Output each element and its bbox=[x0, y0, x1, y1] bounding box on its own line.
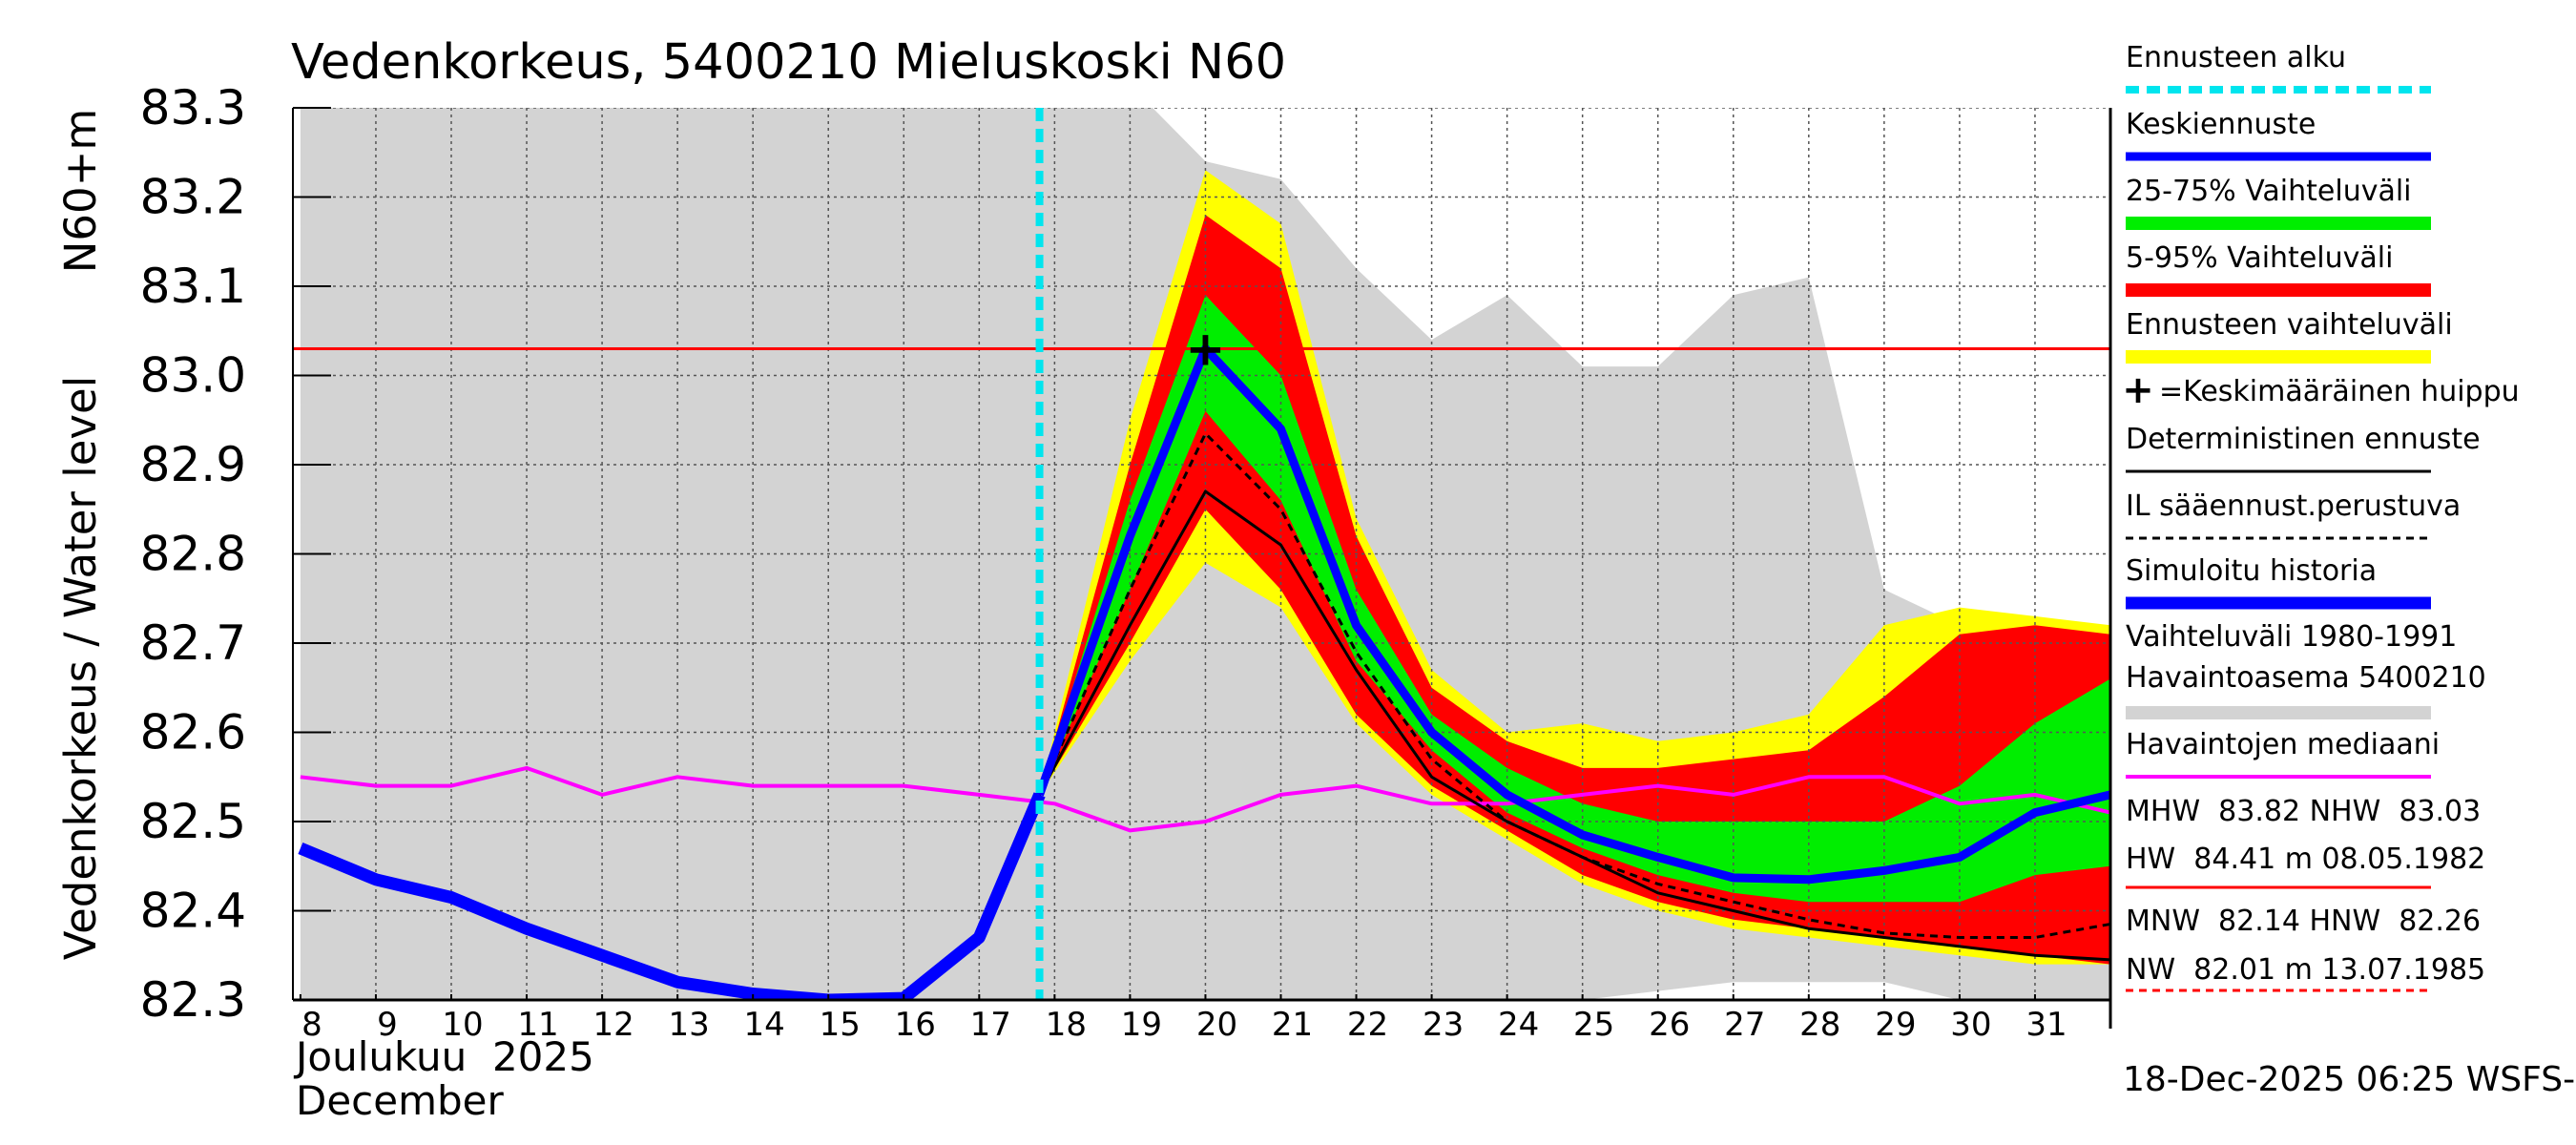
series-keskiennuste bbox=[1035, 344, 2110, 885]
x-tick-label: 14 bbox=[744, 1006, 785, 1044]
series-il-s-ennust-perustuva bbox=[1038, 431, 2110, 939]
series-simuloitu-historia bbox=[298, 792, 1046, 1000]
x-tick-label: 25 bbox=[1573, 1006, 1614, 1044]
x-tick-label: 12 bbox=[592, 1006, 634, 1044]
y-tick-label: 83.3 bbox=[140, 80, 246, 135]
x-tick-label: 28 bbox=[1799, 1006, 1840, 1044]
x-tick-label: 13 bbox=[668, 1006, 709, 1044]
x-tick-label: 20 bbox=[1196, 1006, 1237, 1044]
y-tick-label: 83.1 bbox=[140, 259, 246, 314]
legend-label: 25-75% Vaihteluväli bbox=[2126, 175, 2412, 208]
legend-label: Ennusteen vaihteluväli bbox=[2126, 308, 2453, 342]
legend-label: IL sääennust.perustuva bbox=[2126, 489, 2461, 523]
month-label-en: December bbox=[296, 1077, 505, 1124]
y-tick-label: 83.2 bbox=[140, 170, 246, 225]
axes: 83.3 83.2 83.1 83.0 82.9 82.8 82.7 82.6 82.5 82.4… bbox=[140, 80, 2112, 1044]
chart-title: Vedenkorkeus, 5400210 Mieluskoski N60 bbox=[291, 34, 1286, 91]
timestamp-footer: 18-Dec-2025 06:25 WSFS-O bbox=[2123, 1060, 2576, 1099]
legend-peak-symbol: + bbox=[2122, 368, 2154, 412]
y-tick-label: 82.5 bbox=[140, 794, 246, 849]
legend: Ennusteen alku Keskiennuste 25-75% Vaihtel… bbox=[2122, 41, 2520, 992]
band-25-75 bbox=[1039, 295, 2110, 903]
legend-stat: NW 82.01 m 13.07.1985 bbox=[2126, 953, 2485, 987]
y-axis-label: Vedenkorkeus / Water level bbox=[55, 376, 106, 960]
peak-marker: + bbox=[1185, 321, 1225, 376]
y-tick-label: 82.3 bbox=[140, 972, 246, 1028]
y-tick-label: 82.9 bbox=[140, 437, 246, 492]
legend-stat: MHW 83.82 NHW 83.03 bbox=[2126, 795, 2481, 828]
legend-label: Vaihteluväli 1980-1991 bbox=[2126, 620, 2457, 654]
series-havaintojen-mediaani bbox=[300, 765, 2110, 833]
x-tick-label: 19 bbox=[1121, 1006, 1162, 1044]
legend-label: Simuloitu historia bbox=[2126, 554, 2377, 588]
x-tick-label: 21 bbox=[1272, 1006, 1313, 1044]
x-tick-label: 29 bbox=[1875, 1006, 1916, 1044]
x-tick-label: 9 bbox=[377, 1006, 398, 1044]
x-tick-label: 27 bbox=[1724, 1006, 1765, 1044]
legend-label: =Keskimääräinen huippu bbox=[2159, 375, 2520, 408]
y-tick-label: 83.0 bbox=[140, 348, 246, 404]
x-tick-label: 23 bbox=[1423, 1006, 1464, 1044]
x-tick-label: 16 bbox=[895, 1006, 936, 1044]
x-tick-label: 22 bbox=[1347, 1006, 1388, 1044]
x-tick-label: 8 bbox=[301, 1006, 322, 1044]
legend-label: Havaintoasema 5400210 bbox=[2126, 661, 2486, 695]
x-tick-label: 26 bbox=[1649, 1006, 1690, 1044]
x-tick-label: 10 bbox=[442, 1006, 483, 1044]
x-tick-label: 17 bbox=[970, 1006, 1011, 1044]
legend-label: Havaintojen mediaani bbox=[2126, 728, 2440, 761]
x-tick-label: 18 bbox=[1046, 1006, 1087, 1044]
legend-label: Deterministinen ennuste bbox=[2126, 423, 2481, 456]
x-tick-label: 30 bbox=[1950, 1006, 1991, 1044]
legend-stat: MNW 82.14 HNW 82.26 bbox=[2126, 905, 2481, 938]
y-tick-label: 82.6 bbox=[140, 705, 246, 760]
x-tick-label: 31 bbox=[2025, 1006, 2067, 1044]
x-tick-label: 24 bbox=[1498, 1006, 1539, 1044]
y-tick-label: 82.8 bbox=[140, 527, 246, 582]
y-axis-unit-label: N60+m bbox=[55, 109, 106, 273]
legend-label: Keskiennuste bbox=[2126, 108, 2316, 141]
x-tick-label: 15 bbox=[820, 1006, 861, 1044]
x-tick-label: 11 bbox=[517, 1006, 558, 1044]
y-tick-label: 82.7 bbox=[140, 615, 246, 671]
plot-area: + bbox=[293, 108, 2110, 1000]
y-tick-label: 82.4 bbox=[140, 884, 246, 939]
legend-label: 5-95% Vaihteluväli bbox=[2126, 241, 2393, 275]
legend-label: Ennusteen alku bbox=[2126, 41, 2346, 74]
month-label-fi: Joulukuu 2025 bbox=[293, 1033, 594, 1080]
legend-stat: HW 84.41 m 08.05.1982 bbox=[2126, 843, 2485, 876]
